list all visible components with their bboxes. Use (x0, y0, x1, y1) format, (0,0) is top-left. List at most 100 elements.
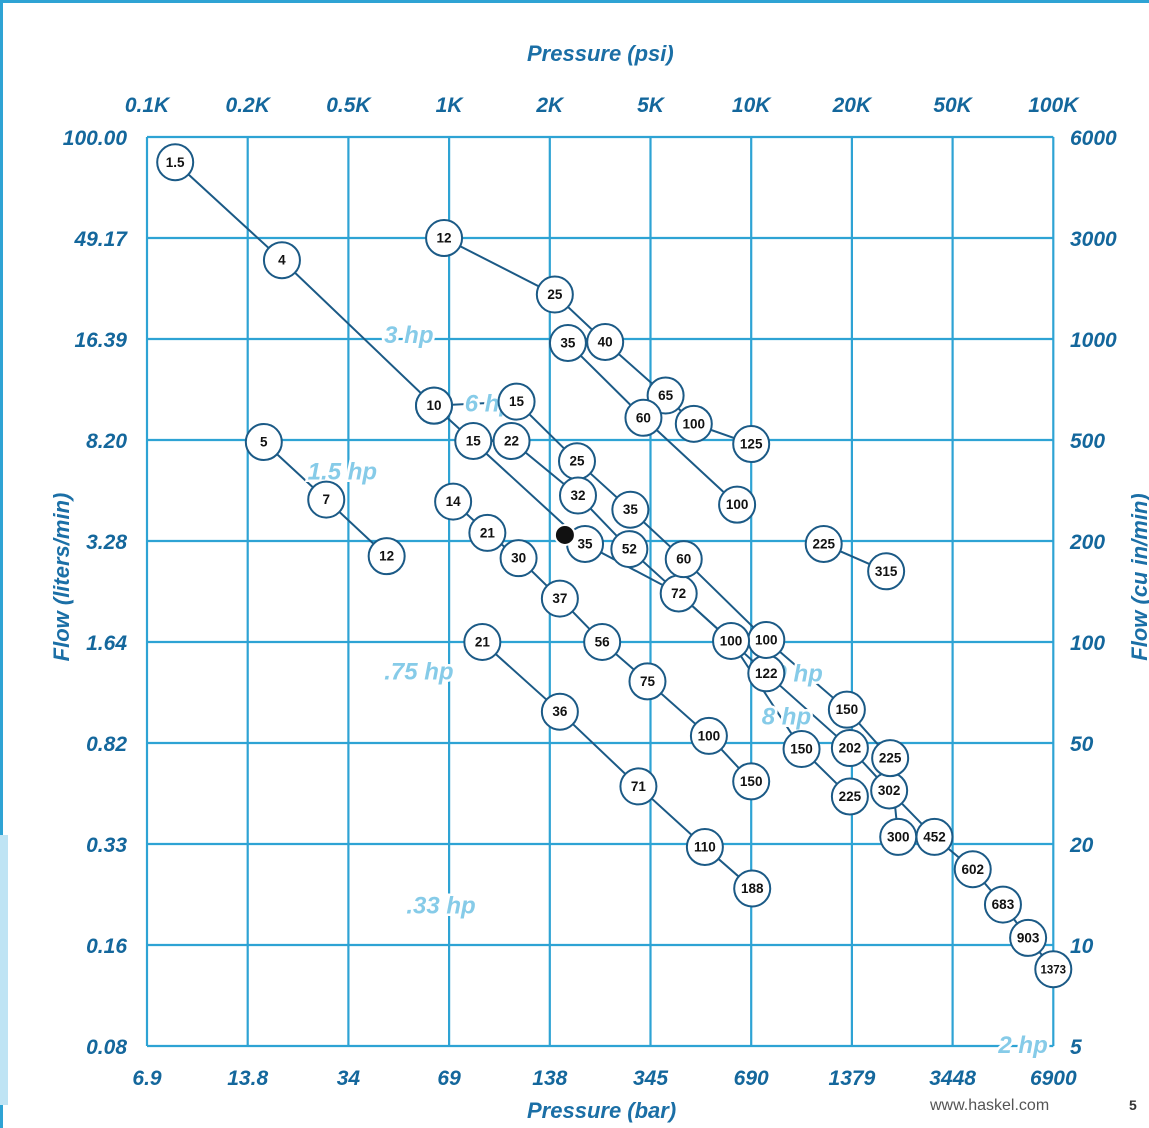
data-point-label: 188 (741, 881, 764, 896)
data-point-label: 302 (878, 783, 901, 798)
data-point-label: 903 (1017, 930, 1040, 945)
data-point-label: 25 (569, 454, 585, 469)
data-point (611, 490, 650, 529)
y-tick-label-right: 1000 (1070, 329, 1117, 352)
data-point-label: 225 (839, 789, 862, 804)
data-point-label: 125 (740, 437, 763, 452)
data-point-label: 35 (623, 502, 639, 517)
data-point-label: 100 (755, 632, 778, 647)
data-point (307, 480, 346, 519)
x-tick-label-bottom: 6.9 (132, 1067, 162, 1090)
y-tick-label-right: 5 (1070, 1036, 1082, 1059)
x-tick-label-top: 0.5K (326, 94, 372, 117)
data-point-label: 7 (322, 492, 330, 507)
data-point-label: 52 (622, 542, 637, 557)
data-point (983, 885, 1022, 924)
series-line (433, 400, 900, 838)
data-point (468, 513, 507, 552)
y-tick-label-left: 3.28 (86, 531, 127, 554)
data-point (610, 530, 649, 569)
data-point-label: 25 (547, 287, 563, 302)
data-point-label: 1373 (1041, 965, 1067, 977)
x-tick-label-bottom: 69 (437, 1067, 461, 1090)
x-tick-label-bottom: 690 (734, 1067, 769, 1090)
y-tick-label-left: 100.00 (63, 127, 128, 150)
data-point (558, 476, 597, 515)
x-tick-label-top: 1K (436, 94, 465, 117)
x-tick-label-top: 0.2K (226, 94, 272, 117)
data-point-label: 150 (790, 742, 813, 757)
data-point (624, 398, 663, 437)
x-tick-label-top: 20K (832, 94, 873, 117)
data-point (879, 817, 918, 856)
x-tick-label-bottom: 13.8 (227, 1067, 268, 1090)
y-tick-label-left: 49.17 (73, 228, 128, 251)
y-tick-label-left: 1.64 (86, 632, 127, 655)
hp-label: 8 hp (762, 704, 811, 731)
data-point-label: 122 (755, 666, 778, 681)
data-point-label: 21 (475, 635, 491, 650)
data-point (871, 739, 910, 778)
data-point-label: 300 (887, 829, 910, 844)
y-tick-label-left: 0.08 (86, 1036, 127, 1059)
data-point-label: 21 (480, 525, 496, 540)
data-point (619, 767, 658, 806)
data-point (583, 623, 622, 661)
y-tick-label-right: 100 (1070, 632, 1105, 655)
x-tick-label-top: 0.1K (125, 94, 171, 117)
data-point (1034, 950, 1073, 989)
y-tick-label-right: 6000 (1070, 127, 1117, 150)
data-point-label: 14 (446, 494, 462, 509)
data-point-label: 35 (560, 336, 576, 351)
data-point (674, 404, 713, 443)
data-point-label: 452 (923, 829, 946, 844)
data-point (782, 730, 821, 769)
data-point-label: 35 (578, 537, 594, 552)
y-tick-label-left: 0.16 (86, 935, 127, 958)
x-tick-label-top: 50K (933, 94, 973, 117)
data-point-label: 100 (698, 728, 721, 743)
data-point (540, 579, 579, 618)
data-point (367, 537, 406, 576)
data-point-label: 225 (812, 537, 835, 552)
data-point (732, 425, 771, 464)
data-point (718, 485, 757, 524)
data-point-label: 1.5 (166, 155, 185, 170)
x-tick-label-bottom: 1379 (829, 1067, 876, 1090)
data-point-label: 60 (676, 552, 691, 567)
data-point (454, 422, 493, 461)
data-point-label: 150 (836, 702, 859, 717)
data-point (497, 382, 536, 421)
y-tick-label-right: 200 (1069, 531, 1105, 554)
y-tick-label-right: 3000 (1070, 228, 1117, 251)
x-tick-label-top: 5K (637, 94, 666, 117)
data-point-label: 315 (875, 564, 898, 579)
current-point-marker (553, 523, 576, 546)
page-number: 5 (1129, 1097, 1137, 1113)
data-point-label: 5 (260, 435, 268, 450)
data-point-label: 12 (437, 231, 452, 246)
data-point (867, 552, 906, 591)
data-point-label: 12 (379, 549, 394, 564)
data-point (535, 275, 574, 314)
data-point (1009, 918, 1048, 957)
data-point-label: 56 (595, 635, 611, 650)
data-point-label: 40 (598, 335, 613, 350)
x-tick-label-bottom: 138 (532, 1067, 567, 1090)
footer-url: www.haskel.com (930, 1097, 1050, 1114)
data-point-label: 110 (694, 840, 716, 855)
x-tick-label-top: 2K (535, 94, 565, 117)
data-point-label: 100 (683, 416, 706, 431)
data-point (586, 323, 625, 362)
data-point (492, 422, 531, 461)
x-tick-label-bottom: 3448 (929, 1067, 976, 1090)
data-point (664, 540, 703, 579)
data-point-label: 60 (636, 410, 651, 425)
x-tick-label-top: 10K (732, 94, 772, 117)
x-tick-label-bottom: 345 (633, 1067, 668, 1090)
data-point-label: 202 (839, 741, 862, 756)
data-point (830, 777, 869, 816)
y-tick-label-left: 0.33 (86, 834, 127, 857)
